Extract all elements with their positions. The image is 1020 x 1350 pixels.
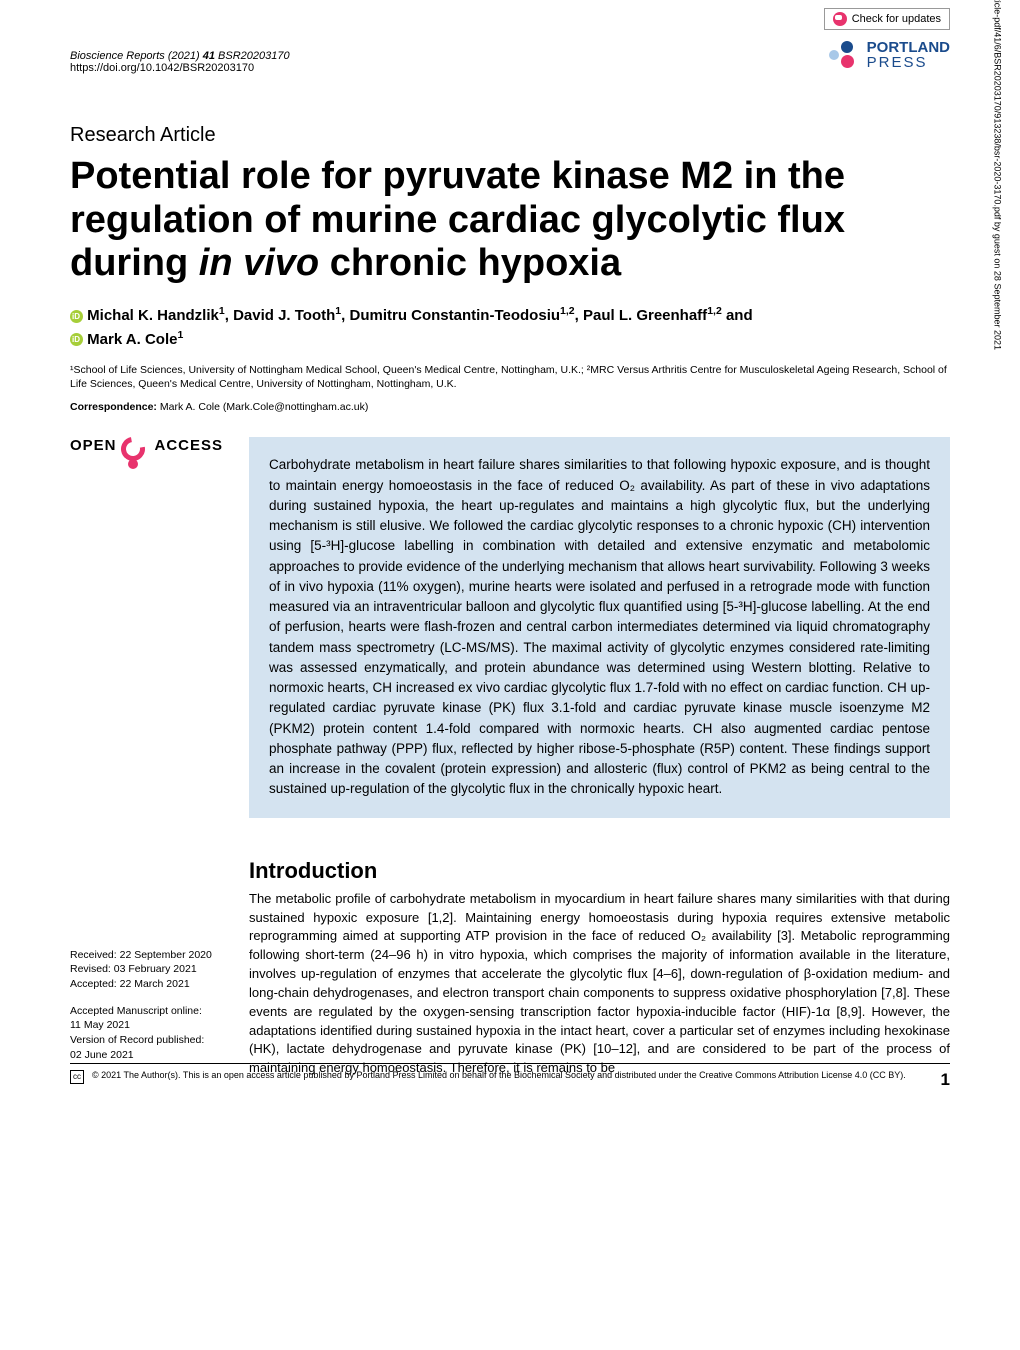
vor-date: 02 June 2021	[70, 1048, 225, 1063]
author-4-aff: 1,2	[707, 305, 722, 317]
cc-icon: cc	[70, 1070, 84, 1084]
author-list: Michal K. Handzlik1, David J. Tooth1, Du…	[70, 304, 950, 351]
author-4: Paul L. Greenhaff	[583, 307, 707, 324]
author-3-aff: 1,2	[560, 305, 575, 317]
author-3: Dumitru Constantin-Teodosiu	[349, 307, 560, 324]
article-dates-sidebar: Received: 22 September 2020 Revised: 03 …	[70, 858, 225, 1078]
download-watermark: Downloaded from http://portlandpress.com…	[992, 0, 1002, 350]
revised-date: Revised: 03 February 2021	[70, 962, 225, 977]
publisher-name-top: PORTLAND	[867, 40, 950, 55]
portland-logo-icon	[827, 41, 861, 69]
introduction-paragraph: The metabolic profile of carbohydrate me…	[249, 890, 950, 1078]
check-updates-badge[interactable]: Check for updates	[824, 8, 950, 30]
journal-year: (2021)	[168, 50, 200, 62]
access-label: ACCESS	[155, 437, 224, 454]
journal-volume: 41	[203, 50, 215, 62]
open-access-badge: OPEN ACCESS	[70, 437, 225, 817]
open-access-icon	[121, 437, 151, 479]
affiliations-block: ¹School of Life Sciences, University of …	[70, 363, 950, 391]
title-italic: in vivo	[199, 242, 319, 284]
doi-link[interactable]: https://doi.org/10.1042/BSR20203170	[70, 62, 254, 74]
author-1: Michal K. Handzlik	[87, 307, 219, 324]
author-1-aff: 1	[219, 305, 225, 317]
correspondence-block: Correspondence: Mark A. Cole (Mark.Cole@…	[70, 401, 950, 413]
crossmark-icon	[833, 12, 847, 26]
journal-citation: Bioscience Reports (2021) 41 BSR20203170…	[70, 50, 290, 74]
article-title: Potential role for pyruvate kinase M2 in…	[70, 155, 950, 286]
abstract-text: Carbohydrate metabolism in heart failure…	[249, 437, 950, 817]
author-5-aff: 1	[177, 329, 183, 341]
page-footer: cc © 2021 The Author(s). This is an open…	[70, 1063, 950, 1090]
accepted-date: Accepted: 22 March 2021	[70, 977, 225, 992]
vor-label: Version of Record published:	[70, 1033, 225, 1048]
correspondence-text: Mark A. Cole (Mark.Cole@nottingham.ac.uk…	[157, 401, 368, 413]
orcid-icon[interactable]	[70, 333, 83, 346]
orcid-icon[interactable]	[70, 310, 83, 323]
publisher-logo: PORTLAND PRESS	[827, 40, 950, 70]
introduction-heading: Introduction	[249, 858, 950, 884]
page-number: 1	[941, 1070, 950, 1090]
check-updates-label: Check for updates	[852, 13, 941, 25]
author-5: Mark A. Cole	[87, 331, 177, 348]
received-date: Received: 22 September 2020	[70, 948, 225, 963]
title-part-2: chronic hypoxia	[319, 242, 621, 284]
license-text: © 2021 The Author(s). This is an open ac…	[92, 1070, 906, 1084]
online-label: Accepted Manuscript online:	[70, 1004, 225, 1019]
online-date: 11 May 2021	[70, 1018, 225, 1033]
journal-name: Bioscience Reports	[70, 50, 165, 62]
publisher-name-bottom: PRESS	[867, 55, 928, 70]
authors-and: and	[722, 307, 753, 324]
open-label: OPEN	[70, 437, 117, 454]
correspondence-label: Correspondence:	[70, 401, 157, 413]
author-2: David J. Tooth	[233, 307, 335, 324]
article-id: BSR20203170	[218, 50, 290, 62]
author-2-aff: 1	[335, 305, 341, 317]
article-type-label: Research Article	[70, 124, 950, 147]
